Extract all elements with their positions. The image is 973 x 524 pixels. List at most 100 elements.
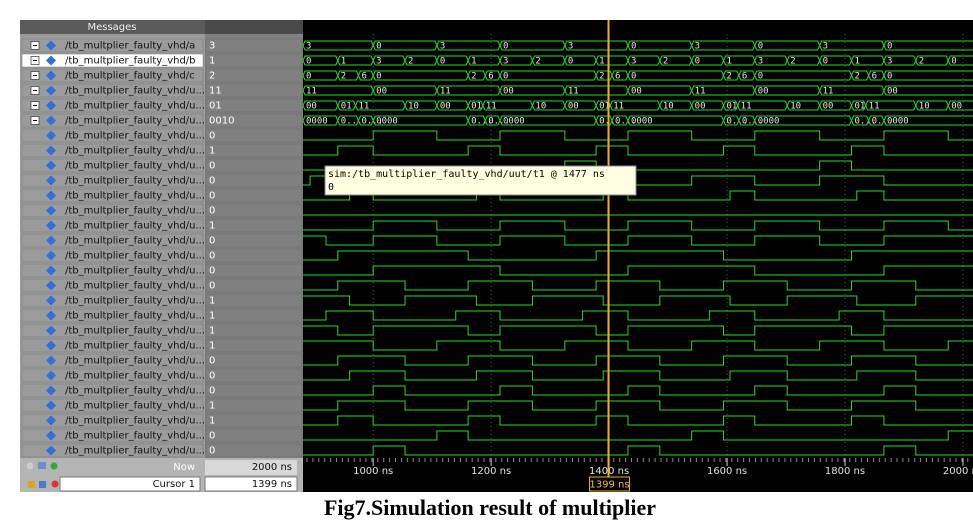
bit-wave — [303, 370, 973, 381]
header-bar — [205, 20, 303, 34]
value-row — [205, 263, 303, 278]
signal-row — [21, 83, 204, 98]
bus-label: 6 — [872, 72, 877, 82]
signal-value: 1 — [209, 221, 215, 232]
signal-row — [21, 308, 204, 323]
signal-row — [21, 158, 204, 173]
bus-label: 0000 — [306, 117, 328, 127]
signal-icon — [46, 55, 56, 66]
bit-wave — [303, 265, 973, 276]
signal-value: 1 — [209, 146, 215, 157]
signal-value: 3 — [209, 41, 215, 52]
bus-label: 11 — [823, 87, 834, 97]
value-row — [205, 38, 303, 53]
bus-label: 3 — [887, 57, 892, 67]
signal-icon — [46, 415, 56, 426]
signal-name: /tb_multplier_faulty_vhd/u... — [65, 146, 205, 157]
bus-label: 10 — [663, 102, 674, 112]
bus-label: 0... — [855, 117, 877, 127]
bus-label: 00 — [695, 102, 706, 112]
icon — [38, 462, 46, 469]
bus-label: 0 — [951, 57, 956, 67]
signal-row — [21, 98, 204, 113]
signal-icon — [46, 400, 56, 411]
signal-value: 1 — [209, 401, 215, 412]
signal-name: /tb_multplier_faulty_vhd/u... — [65, 446, 205, 457]
bit-wave — [303, 355, 973, 366]
value-row — [205, 98, 303, 113]
bus-label: 2 — [408, 57, 413, 67]
value-row — [205, 113, 303, 128]
icon — [39, 481, 46, 488]
signal-row — [21, 278, 204, 293]
bit-wave — [303, 235, 973, 246]
icon — [28, 481, 35, 488]
bus-label: 1 — [341, 57, 346, 67]
bus-label: 11 — [486, 102, 497, 112]
signal-value: 1 — [209, 56, 215, 67]
bus-label: 00 — [887, 87, 898, 97]
signal-row — [21, 428, 204, 443]
signal-name: /tb_multplier_faulty_vhd/u... — [65, 311, 205, 322]
bus-label: 11 — [358, 102, 369, 112]
bus-label: 3 — [695, 42, 700, 52]
value-row — [205, 308, 303, 323]
bus-label: 2 — [919, 57, 924, 67]
value-row — [205, 203, 303, 218]
signal-row — [21, 263, 204, 278]
signal-icon — [46, 430, 56, 441]
bus-label: 0 — [376, 42, 381, 52]
signal-name: /tb_multplier_faulty_vhd/u... — [65, 191, 205, 202]
signal-name: /tb_multplier_faulty_vhd/u... — [65, 266, 205, 277]
signal-value: 0 — [209, 266, 215, 277]
tick-label: 1200 ns — [471, 466, 511, 477]
signal-value: 0 — [209, 386, 215, 397]
value-row — [205, 443, 303, 458]
signal-icon — [46, 370, 56, 381]
bus-label: 0 — [695, 57, 700, 67]
bus-label: 0 — [758, 42, 763, 52]
signal-name: /tb_multplier_faulty_vhd/u... — [65, 176, 205, 187]
messages-header: Messages — [87, 22, 136, 33]
bus-label: 01 — [727, 102, 738, 112]
bus-label: 0 — [631, 42, 636, 52]
bus-label: 2 — [855, 72, 860, 82]
signal-name: /tb_multplier_faulty_vhd/u... — [65, 236, 205, 247]
signal-row — [21, 398, 204, 413]
signal-name: /tb_multplier_faulty_vhd/u... — [65, 131, 205, 142]
signal-icon — [46, 130, 56, 141]
bit-wave — [303, 310, 973, 321]
bus-label: 6 — [615, 72, 620, 82]
bus-label: 2 — [471, 72, 476, 82]
signal-value: 0 — [209, 281, 215, 292]
bus-label: 2 — [790, 57, 795, 67]
signal-name: /tb_multplier_faulty_vhd/u... — [65, 326, 205, 337]
bus-label: 00 — [568, 102, 579, 112]
signal-value: 01 — [209, 101, 222, 112]
signal-value: 0 — [209, 236, 215, 247]
signal-value: 0 — [209, 251, 215, 262]
bus-label: 0000 — [887, 117, 909, 127]
value-row — [205, 248, 303, 263]
signal-name: /tb_multplier_faulty_vhd/b — [65, 56, 196, 67]
signal-value: 0 — [209, 446, 215, 457]
tooltip-text: sim:/tb_multiplier_faulty_vhd/uut/t1 @ 1… — [328, 169, 605, 180]
signal-value: 1 — [209, 416, 215, 427]
now-value: 2000 ns — [252, 462, 292, 473]
cursor-field — [204, 476, 298, 492]
bus-label: 0 — [503, 72, 508, 82]
bus-label: 0... — [742, 117, 764, 127]
signal-value: 11 — [209, 86, 222, 97]
value-row — [205, 53, 303, 68]
signal-name: /tb_multplier_faulty_vhd/u... — [65, 356, 205, 367]
icon — [50, 462, 58, 470]
signal-value: 2 — [209, 71, 215, 82]
signal-icon — [46, 310, 56, 321]
tooltip — [324, 165, 637, 196]
bus-label: 6 — [742, 72, 747, 82]
bus-label: 2 — [663, 57, 668, 67]
value-row — [205, 173, 303, 188]
bit-wave — [303, 220, 973, 231]
bus-label: 3 — [376, 57, 381, 67]
cursor-name-field — [59, 476, 201, 492]
